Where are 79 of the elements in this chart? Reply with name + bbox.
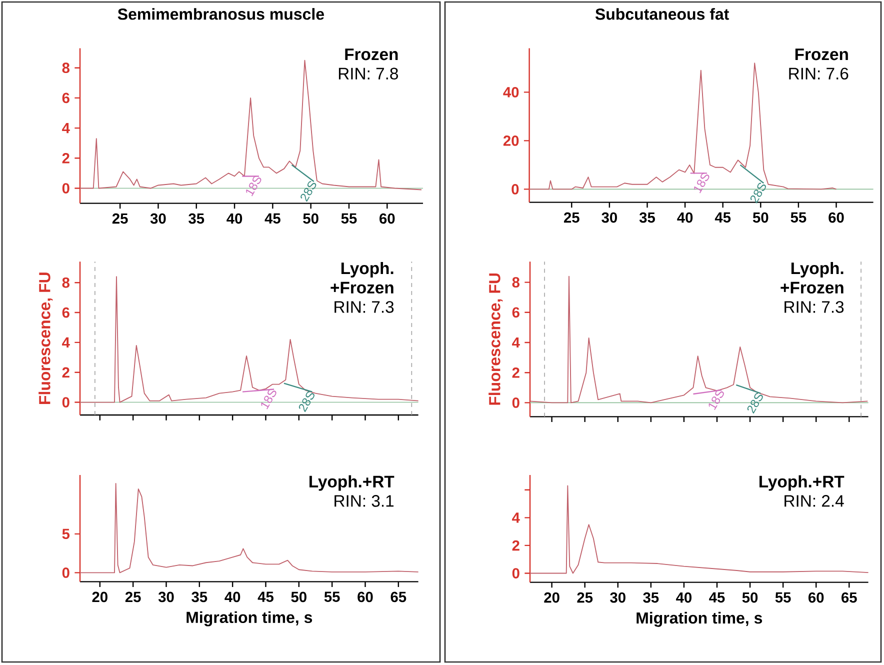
y-tick-label: 5 bbox=[62, 528, 70, 540]
y-tick-label: 4 bbox=[62, 123, 70, 134]
annotation: RIN: 3.1 bbox=[334, 495, 394, 507]
annotation: Lyoph. bbox=[341, 262, 394, 278]
y-tick-label: 8 bbox=[62, 277, 70, 288]
annotation: Frozen bbox=[795, 48, 848, 60]
x-tick-label: 45 bbox=[709, 592, 725, 603]
x-tick-label: 65 bbox=[390, 592, 406, 602]
annotation: RIN: 7.6 bbox=[789, 68, 848, 80]
y-tick-label: 0 bbox=[62, 397, 70, 408]
x-tick-label: 65 bbox=[842, 592, 857, 603]
y-tick-label: 20 bbox=[503, 136, 519, 146]
x-tick-label: 45 bbox=[714, 212, 731, 223]
x-tick-label: 35 bbox=[188, 213, 204, 224]
x-tick-label: 30 bbox=[150, 213, 166, 224]
annotation: +Frozen bbox=[780, 282, 844, 294]
y-tick-label: 0 bbox=[512, 398, 520, 408]
x-tick-label: 25 bbox=[112, 213, 128, 224]
x-tick-label: 50 bbox=[742, 592, 758, 603]
annotation: Lyoph.+RT bbox=[310, 475, 394, 491]
x-tick-label: 40 bbox=[224, 592, 240, 602]
y-tick-label: 2 bbox=[512, 540, 520, 551]
y-axis-title: Fluorescence, FU bbox=[38, 272, 53, 404]
annotation: RIN: 7.3 bbox=[334, 301, 394, 313]
y-tick-label: 4 bbox=[512, 512, 520, 523]
y-tick-label: 4 bbox=[512, 337, 520, 348]
y-tick-label: 4 bbox=[62, 337, 70, 348]
annotation: RIN: 2.4 bbox=[784, 495, 844, 507]
x-tick-label: 30 bbox=[610, 592, 626, 603]
x-tick-label: 40 bbox=[226, 213, 242, 224]
x-tick-label: 55 bbox=[324, 592, 340, 602]
y-tick-label: 0 bbox=[512, 568, 520, 578]
y-tick-label: 8 bbox=[62, 62, 70, 74]
x-axis-title: Migration time, s bbox=[186, 611, 312, 626]
y-tick-label: 2 bbox=[62, 367, 70, 378]
x-tick-label: 55 bbox=[775, 592, 791, 603]
y-tick-label: 0 bbox=[512, 184, 519, 194]
y-tick-label: 2 bbox=[62, 153, 70, 164]
y-tick-label: 6 bbox=[62, 307, 70, 318]
annotation: RIN: 7.3 bbox=[784, 301, 844, 313]
annotation: +Frozen bbox=[330, 282, 394, 294]
x-tick-label: 25 bbox=[577, 592, 593, 603]
x-tick-label: 30 bbox=[158, 592, 174, 602]
y-tick-label: 8 bbox=[512, 277, 520, 288]
x-tick-label: 25 bbox=[564, 212, 580, 223]
chart-title: Semimembranosus muscle bbox=[118, 8, 324, 20]
x-tick-label: 60 bbox=[358, 592, 373, 602]
y-tick-label: 40 bbox=[503, 87, 519, 98]
x-tick-label: 20 bbox=[544, 592, 560, 603]
x-tick-label: 50 bbox=[752, 212, 768, 223]
y-tick-label: 6 bbox=[62, 92, 70, 104]
chart-title: Subcutaneous fat bbox=[595, 8, 729, 20]
x-tick-label: 50 bbox=[291, 592, 306, 602]
y-tick-label: 0 bbox=[62, 183, 70, 194]
annotation: Frozen bbox=[345, 48, 398, 60]
y-tick-label: 0 bbox=[62, 568, 70, 578]
x-tick-label: 35 bbox=[192, 592, 208, 602]
y-tick-label: 2 bbox=[512, 367, 520, 378]
x-tick-label: 45 bbox=[264, 213, 280, 224]
x-tick-label: 45 bbox=[258, 592, 274, 602]
x-tick-label: 25 bbox=[125, 592, 141, 602]
y-axis-title: Fluorescence, FU bbox=[488, 273, 503, 405]
x-tick-label: 35 bbox=[639, 212, 655, 223]
x-tick-label: 60 bbox=[828, 212, 844, 223]
x-tick-label: 20 bbox=[92, 592, 108, 602]
annotation: Lyoph. bbox=[791, 262, 844, 278]
x-tick-label: 40 bbox=[677, 212, 693, 223]
y-tick-label: 6 bbox=[512, 307, 520, 318]
x-tick-label: 55 bbox=[790, 212, 806, 223]
x-tick-label: 40 bbox=[676, 592, 692, 603]
x-tick-label: 60 bbox=[380, 213, 395, 224]
x-tick-label: 60 bbox=[808, 592, 824, 603]
x-tick-label: 55 bbox=[341, 213, 357, 224]
x-tick-label: 50 bbox=[303, 213, 318, 224]
x-tick-label: 30 bbox=[602, 212, 617, 223]
x-tick-label: 35 bbox=[643, 592, 659, 603]
x-axis-title: Migration time, s bbox=[636, 612, 762, 627]
annotation: Lyoph.+RT bbox=[760, 475, 844, 491]
annotation: RIN: 7.8 bbox=[338, 68, 398, 80]
